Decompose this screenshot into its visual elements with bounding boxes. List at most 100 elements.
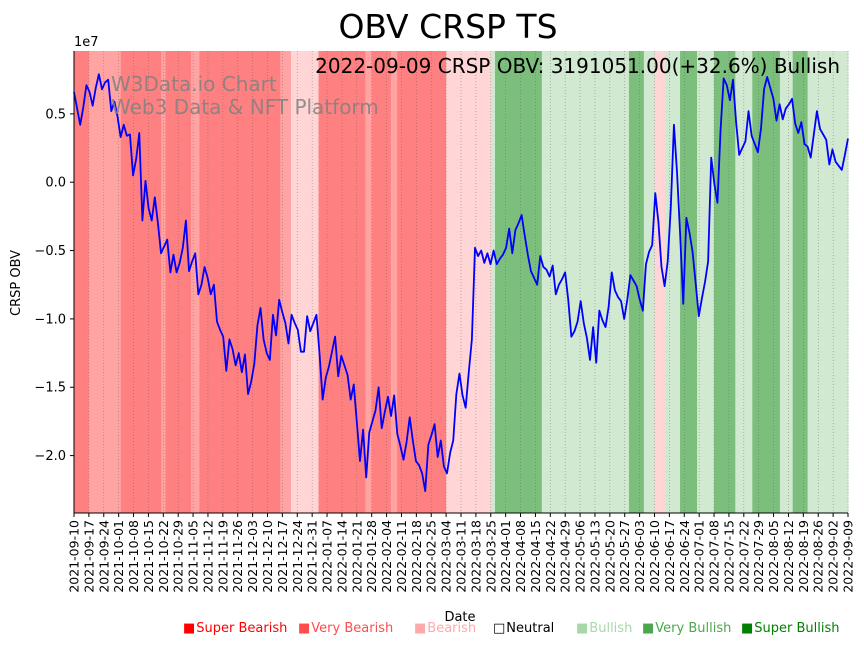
x-tick-label: 2021-09-24 (96, 520, 111, 593)
x-tick-label: 2022-03-18 (468, 520, 483, 593)
legend-item-very-bearish: ■Very Bearish (298, 621, 393, 636)
sentiment-band-bearish (88, 51, 105, 513)
legend-swatch: ■ (642, 621, 655, 636)
obv-series-line (73, 73, 849, 493)
y-tick-label: −2.0 (34, 449, 66, 464)
legend-swatch: ■ (741, 621, 754, 636)
y-multiplier-label: 1e7 (74, 35, 99, 50)
x-ticks: 2021-09-10 2021-09-17 2021-09-24 2021-10-01… (67, 513, 856, 593)
sentiment-band-bearish (390, 51, 398, 513)
sentiment-band-bullish (752, 51, 781, 513)
x-tick-label: 2022-09-09 (841, 520, 856, 593)
x-tick-label: 2021-10-01 (111, 520, 126, 593)
x-tick-label: 2022-08-12 (781, 520, 796, 593)
x-tick-label: 2022-04-22 (543, 520, 558, 593)
x-tick-label: 2021-11-05 (186, 520, 201, 593)
x-tick-label: 2022-02-04 (379, 520, 394, 593)
legend-item-very-bullish: ■Very Bullish (642, 621, 731, 636)
sentiment-band-bearish (365, 51, 373, 513)
x-tick-label: 2022-01-14 (334, 520, 349, 593)
x-tick-label: 2022-06-10 (647, 520, 662, 593)
sentiment-band-light-bullish (643, 51, 655, 513)
watermark-line-2: Web3 Data & NFT Platform (111, 95, 379, 119)
x-tick-label: 2022-06-17 (662, 520, 677, 593)
sentiment-band-light-bullish (779, 51, 794, 513)
x-tick-label: 2022-07-22 (736, 520, 751, 593)
y-tick-label: −0.5 (34, 244, 66, 259)
x-tick-label: 2022-04-01 (498, 520, 513, 593)
x-tick-label: 2021-09-10 (67, 520, 82, 593)
x-tick-label: 2021-10-29 (171, 520, 186, 593)
legend-item-bearish: ■Bearish (414, 621, 476, 636)
x-tick-label: 2021-12-17 (275, 520, 290, 593)
sentiment-band-bearish (280, 51, 292, 513)
sentiment-band-very-bearish (74, 51, 90, 513)
y-tick-label: −1.5 (34, 381, 66, 396)
x-axis-label: Date (444, 610, 475, 625)
legend-label: Super Bearish (196, 621, 288, 636)
legend-item-super-bearish: ■Super Bearish (183, 621, 287, 636)
x-tick-label: 2021-12-03 (245, 520, 260, 593)
legend-item-super-bullish: ■Super Bullish (741, 621, 840, 636)
sentiment-band-bullish (792, 51, 809, 513)
x-tick-label: 2022-07-15 (721, 520, 736, 593)
x-tick-label: 2022-07-08 (707, 520, 722, 593)
sentiment-band-very-bearish (371, 51, 392, 513)
x-tick-label: 2022-02-25 (424, 520, 439, 593)
x-tick-label: 2022-04-29 (558, 520, 573, 593)
sentiment-band-light-bullish (665, 51, 681, 513)
sentiment-band-bullish (680, 51, 698, 513)
x-tick-label: 2021-12-10 (260, 520, 275, 593)
y-tick-label: 0.0 (45, 176, 66, 191)
sentiment-band-very-bearish (397, 51, 447, 513)
legend-swatch: ■ (183, 621, 196, 636)
x-tick-label: 2022-06-24 (677, 520, 692, 593)
x-tick-label: 2021-12-31 (305, 520, 320, 593)
x-tick-label: 2022-08-26 (811, 520, 826, 593)
x-tick-label: 2021-11-12 (200, 520, 215, 593)
x-tick-label: 2022-08-19 (796, 520, 811, 593)
x-tick-label: 2022-03-25 (483, 520, 498, 593)
x-tick-label: 2022-03-04 (439, 520, 454, 593)
x-tick-label: 2022-05-20 (602, 520, 617, 593)
x-tick-label: 2022-05-27 (617, 520, 632, 593)
x-tick-label: 2021-10-22 (156, 520, 171, 593)
legend-label: Very Bearish (311, 621, 394, 636)
y-axis-label: CRSP OBV (9, 250, 24, 316)
x-tick-label: 2022-01-28 (364, 520, 379, 593)
x-tick-label: 2021-10-15 (141, 520, 156, 593)
x-tick-label: 2022-04-15 (528, 520, 543, 593)
sentiment-band-bullish (714, 51, 736, 513)
sentiment-band-bearish (103, 51, 122, 513)
x-tick-label: 2021-12-24 (290, 520, 305, 593)
x-tick-label: 2022-04-08 (513, 520, 528, 593)
sentiment-band-light-bullish (490, 51, 496, 513)
x-tick-label: 2021-09-17 (81, 520, 96, 593)
y-tick-label: 0.5 (45, 107, 66, 122)
x-tick-label: 2022-01-21 (349, 520, 364, 593)
sentiment-band-light-bullish (807, 51, 849, 513)
x-tick-label: 2021-10-08 (126, 520, 141, 593)
legend-item-bullish: ■Bullish (576, 621, 632, 636)
y-ticks: 0.5 0.0 −0.5 −1.0 −1.5 −2.0 (34, 107, 74, 464)
x-tick-label: 2021-11-19 (215, 520, 230, 593)
sentiment-band-bullish (628, 51, 645, 513)
legend-label: Bullish (589, 621, 633, 636)
y-tick-label: −1.0 (34, 312, 66, 327)
x-tick-label: 2022-09-02 (826, 520, 841, 593)
legend-label: Neutral (506, 621, 555, 636)
sentiment-band-light-bearish (654, 51, 666, 513)
sentiment-legend: ■Super Bearish ■Very Bearish ■Bearish □N… (0, 621, 864, 639)
chart-title: OBV CRSP TS (338, 7, 557, 46)
x-tick-label: 2022-02-11 (394, 520, 409, 593)
watermark-line-1: W3Data.io Chart (111, 72, 277, 96)
sentiment-band-very-bearish (199, 51, 281, 513)
sentiment-band-bullish (495, 51, 532, 513)
sentiment-band-bearish (190, 51, 200, 513)
x-tick-label: 2022-05-13 (587, 520, 602, 593)
x-tick-label: 2022-05-06 (573, 520, 588, 593)
x-tick-label: 2022-02-18 (409, 520, 424, 593)
obv-annotation: 2022-09-09 CRSP OBV: 3191051.00(+32.6%) … (315, 54, 840, 78)
legend-item-neutral: □Neutral (493, 621, 554, 636)
